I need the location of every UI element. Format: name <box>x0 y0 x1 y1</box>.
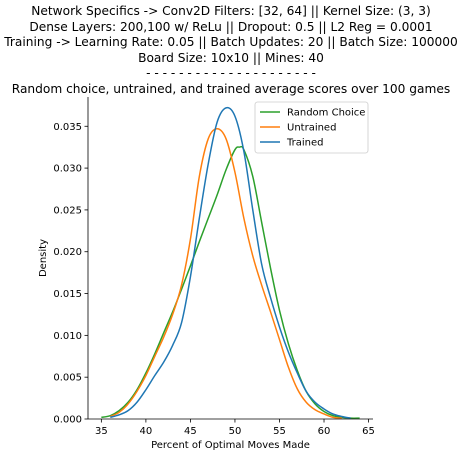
x-tick-label: 50 <box>229 426 242 437</box>
x-axis-label: Percent of Optimal Moves Made <box>151 440 310 451</box>
y-axis-label: Density <box>38 239 49 277</box>
title-line-network: Network Specifics -> Conv2D Filters: [32… <box>31 4 431 18</box>
chart-title: Network Specifics -> Conv2D Filters: [32… <box>0 4 462 98</box>
legend: Random Choice Untrained Trained <box>254 101 369 154</box>
title-line-subtitle: Random choice, untrained, and trained av… <box>11 81 451 96</box>
y-tick-label: 0.000 <box>53 415 82 426</box>
x-tick-label: 65 <box>362 426 375 437</box>
x-tick-label: 45 <box>184 426 197 437</box>
x-tick-label: 35 <box>95 426 108 437</box>
series-line-random-choice <box>101 145 360 419</box>
series-line-trained <box>110 106 351 419</box>
legend-label-random-choice: Random Choice <box>287 108 365 119</box>
legend-label-untrained: Untrained <box>287 123 336 134</box>
title-line-training: Training -> Learning Rate: 0.05 || Batch… <box>4 35 458 50</box>
series-layer <box>101 106 360 419</box>
y-tick-label: 0.010 <box>53 331 82 342</box>
series-line-untrained <box>109 128 342 419</box>
legend-label-trained: Trained <box>286 138 324 149</box>
y-tick-label: 0.030 <box>53 164 82 175</box>
y-tick-label: 0.035 <box>53 122 82 133</box>
title-line-separator: - - - - - - - - - - - - - - - - - - - - … <box>146 66 316 81</box>
y-tick-label: 0.025 <box>53 205 82 216</box>
title-line-dense: Dense Layers: 200,100 w/ ReLu || Dropout… <box>29 19 433 34</box>
title-line-board: Board Size: 10x10 || Mines: 40 <box>138 50 324 65</box>
y-tick-label: 0.015 <box>53 289 82 300</box>
axes-layer: 35 40 45 50 55 60 65 0.000 0.005 0.010 0.015 0.020 0… <box>53 97 375 437</box>
x-tick-label: 55 <box>273 426 286 437</box>
y-tick-label: 0.005 <box>53 373 82 384</box>
x-tick-label: 60 <box>318 426 331 437</box>
x-tick-label: 40 <box>140 426 153 437</box>
legend-box <box>254 101 369 154</box>
y-tick-label: 0.020 <box>53 247 82 258</box>
